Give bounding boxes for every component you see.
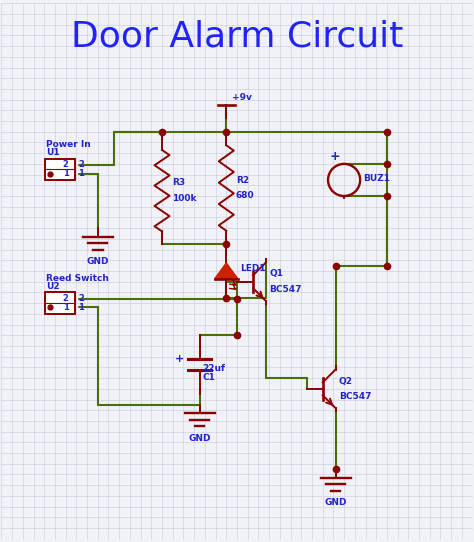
Text: 2: 2	[63, 294, 69, 304]
Polygon shape	[215, 263, 238, 279]
Text: 1: 1	[78, 169, 84, 178]
Text: +: +	[329, 150, 340, 163]
Text: LED1: LED1	[240, 264, 266, 273]
Text: U1: U1	[46, 148, 60, 157]
Text: BC547: BC547	[269, 285, 301, 294]
FancyBboxPatch shape	[46, 293, 75, 314]
Text: 100k: 100k	[172, 194, 196, 203]
Text: GND: GND	[188, 434, 211, 443]
Text: 1: 1	[63, 303, 69, 312]
Text: Power In: Power In	[46, 140, 91, 149]
Text: 22uf: 22uf	[203, 364, 226, 373]
Text: R2: R2	[236, 176, 249, 185]
Text: BUZ1: BUZ1	[364, 175, 391, 183]
Text: GND: GND	[324, 498, 347, 507]
Text: BC547: BC547	[339, 392, 371, 401]
Text: Door Alarm Circuit: Door Alarm Circuit	[71, 20, 403, 53]
Text: Q2: Q2	[339, 377, 353, 385]
Text: C1: C1	[203, 373, 216, 382]
Text: U2: U2	[46, 282, 60, 291]
Text: R3: R3	[172, 178, 185, 188]
Text: Q1: Q1	[269, 269, 283, 279]
Text: 2: 2	[78, 294, 84, 304]
Text: 680: 680	[236, 191, 255, 200]
Text: +: +	[175, 354, 184, 364]
Text: 2: 2	[78, 160, 84, 170]
Text: 1: 1	[78, 303, 84, 312]
Text: Reed Switch: Reed Switch	[46, 274, 109, 283]
Text: GND: GND	[87, 257, 109, 266]
Text: 2: 2	[63, 160, 69, 170]
Text: +9v: +9v	[232, 93, 252, 102]
Text: 1: 1	[63, 169, 69, 178]
FancyBboxPatch shape	[46, 159, 75, 180]
